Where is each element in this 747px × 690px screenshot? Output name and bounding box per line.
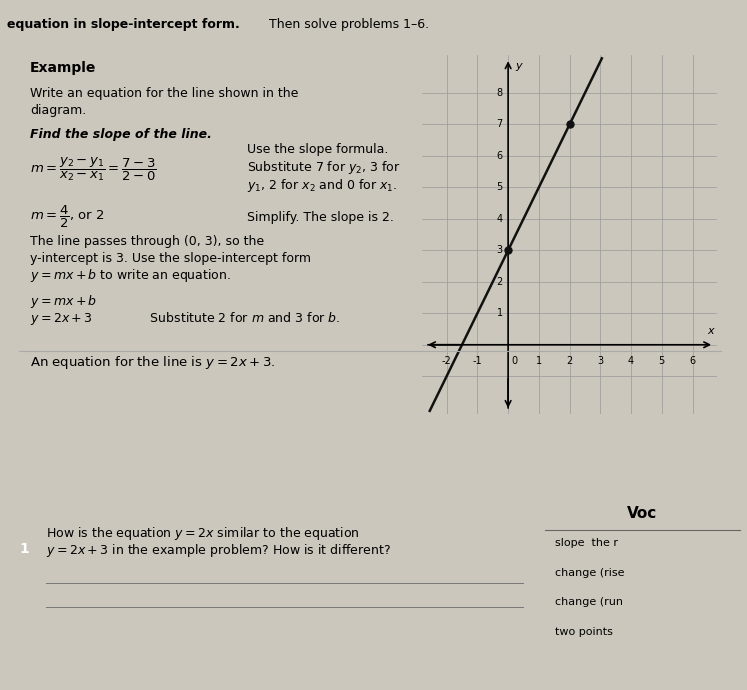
Text: $y = 2x + 3$: $y = 2x + 3$ [30,311,93,327]
Text: two points: two points [555,627,613,637]
Text: change (rise: change (rise [555,568,624,578]
Text: Substitute 7 for $y_2$, 3 for: Substitute 7 for $y_2$, 3 for [247,159,400,176]
Text: 1: 1 [536,356,542,366]
Text: 8: 8 [497,88,503,98]
Text: 5: 5 [659,356,665,366]
Text: Voc: Voc [627,506,657,521]
Text: y: y [515,61,521,72]
Text: x: x [707,326,714,336]
Text: equation in slope-intercept form.: equation in slope-intercept form. [7,18,241,30]
Text: $y = mx + b$: $y = mx + b$ [30,293,97,310]
Text: How is the equation $y = 2x$ similar to the equation: How is the equation $y = 2x$ similar to … [46,525,360,542]
Text: 2: 2 [566,356,573,366]
Text: 7: 7 [496,119,503,130]
Text: Then solve problems 1–6.: Then solve problems 1–6. [265,18,430,30]
Text: Write an equation for the line shown in the: Write an equation for the line shown in … [30,87,298,99]
Text: Substitute 2 for $m$ and 3 for $b$.: Substitute 2 for $m$ and 3 for $b$. [134,311,341,325]
Text: Example: Example [30,61,96,75]
Text: change (run: change (run [555,598,623,607]
Text: slope  the r: slope the r [555,538,618,548]
Text: 1: 1 [19,542,29,556]
Text: 4: 4 [628,356,634,366]
Text: 5: 5 [496,182,503,193]
Text: $y = mx + b$ to write an equation.: $y = mx + b$ to write an equation. [30,268,231,284]
Text: $y_1$, 2 for $x_2$ and 0 for $x_1$.: $y_1$, 2 for $x_2$ and 0 for $x_1$. [247,177,397,194]
Text: 6: 6 [497,151,503,161]
Text: $m = \dfrac{4}{2}$, or 2: $m = \dfrac{4}{2}$, or 2 [30,204,105,230]
Text: $m = \dfrac{y_2 - y_1}{x_2 - x_1} = \dfrac{7 - 3}{2 - 0}$: $m = \dfrac{y_2 - y_1}{x_2 - x_1} = \dfr… [30,155,157,183]
Text: -1: -1 [473,356,483,366]
Text: 2: 2 [496,277,503,287]
Text: 4: 4 [497,214,503,224]
Text: diagram.: diagram. [30,104,86,117]
Text: y-intercept is 3. Use the slope-intercept form: y-intercept is 3. Use the slope-intercep… [30,253,311,265]
Text: 6: 6 [689,356,695,366]
Text: -2: -2 [441,356,451,366]
Text: 3: 3 [598,356,604,366]
Text: Use the slope formula.: Use the slope formula. [247,144,388,156]
Text: The line passes through (0, 3), so the: The line passes through (0, 3), so the [30,235,264,248]
Text: 1: 1 [497,308,503,318]
Text: An equation for the line is $y = 2x + 3$.: An equation for the line is $y = 2x + 3$… [30,354,276,371]
Text: Simplify. The slope is 2.: Simplify. The slope is 2. [247,211,394,224]
Text: Find the slope of the line.: Find the slope of the line. [30,128,211,141]
Text: 3: 3 [497,246,503,255]
Text: $y = 2x + 3$ in the example problem? How is it different?: $y = 2x + 3$ in the example problem? How… [46,542,391,559]
Text: 0: 0 [512,356,518,366]
